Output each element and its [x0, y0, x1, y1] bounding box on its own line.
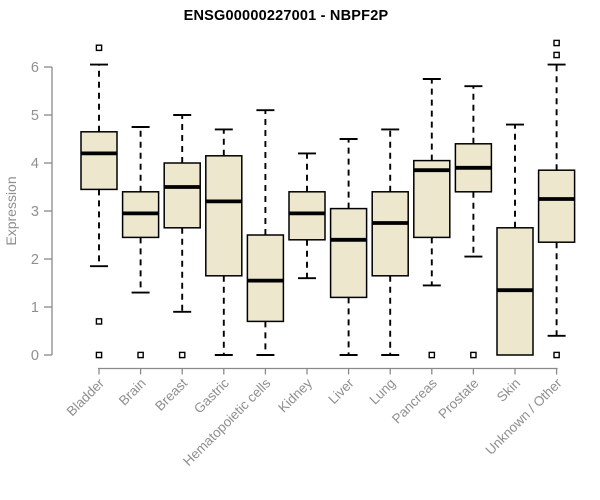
y-tick-label: 1 — [31, 300, 39, 316]
x-tick-label: Brain — [116, 376, 149, 409]
y-tick-label: 4 — [31, 156, 39, 172]
box — [163, 162, 201, 229]
x-tick-label: Pancreas — [389, 375, 440, 426]
y-tick-label: 3 — [31, 204, 39, 220]
outlier-point — [95, 44, 103, 52]
x-tick-label: Bladder — [64, 375, 108, 419]
box — [205, 155, 243, 277]
box — [80, 131, 118, 191]
chart-title: ENSG00000227001 - NBPF2P — [183, 8, 389, 24]
x-tick-label: Breast — [152, 375, 190, 413]
outlier-point — [137, 351, 144, 359]
outlier-point — [95, 318, 103, 325]
box — [329, 207, 368, 299]
outlier-point — [95, 351, 103, 359]
y-axis-title: Expression — [3, 176, 19, 245]
y-tick-label: 0 — [31, 348, 39, 364]
box — [246, 234, 285, 323]
y-tick-label: 5 — [31, 108, 39, 124]
x-tick-label: Liver — [325, 375, 357, 407]
y-tick-label: 6 — [31, 60, 39, 76]
x-tick-label: Skin — [494, 376, 523, 405]
outlier-point — [553, 39, 560, 47]
x-tick-label: Unknown / Other — [482, 375, 565, 458]
box — [413, 159, 451, 239]
box — [288, 191, 326, 241]
box — [537, 169, 576, 243]
outlier-point — [553, 51, 560, 59]
x-tick-label: Kidney — [275, 375, 315, 415]
x-tick-label: Lung — [366, 376, 398, 408]
x-tick-label: Gastric — [191, 375, 232, 416]
outlier-point — [428, 351, 436, 359]
outlier-point — [553, 351, 560, 359]
outlier-point — [470, 351, 477, 359]
box — [371, 191, 409, 277]
outlier-point — [178, 351, 186, 359]
x-tick-label: Prostate — [435, 376, 481, 422]
y-tick-label: 2 — [31, 252, 39, 268]
